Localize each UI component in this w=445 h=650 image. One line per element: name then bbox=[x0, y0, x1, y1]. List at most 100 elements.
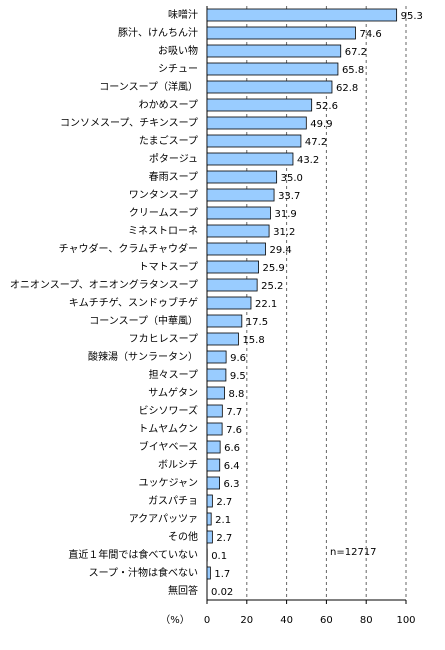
bar bbox=[207, 135, 301, 147]
x-tick-label: 60 bbox=[320, 615, 333, 626]
value-label: 1.7 bbox=[214, 569, 230, 580]
bar bbox=[207, 153, 293, 165]
y-tick-label: ミネストローネ bbox=[128, 225, 198, 237]
y-tick-label: アクアパッツァ bbox=[129, 513, 198, 525]
y-tick-label: その他 bbox=[168, 530, 198, 543]
bar bbox=[207, 567, 210, 579]
bar bbox=[207, 243, 266, 255]
x-tick-label: 80 bbox=[360, 615, 373, 626]
value-label: 95.3 bbox=[401, 11, 423, 22]
value-label: 7.7 bbox=[226, 407, 242, 418]
bar bbox=[207, 459, 220, 471]
value-label: 2.1 bbox=[215, 515, 231, 526]
y-tick-label: ワンタンスープ bbox=[129, 189, 198, 201]
value-label: 31.2 bbox=[273, 227, 295, 238]
bar bbox=[207, 315, 242, 327]
y-tick-label: ユッケジャン bbox=[139, 477, 199, 489]
value-label: 65.8 bbox=[342, 65, 364, 76]
y-tick-label: ブイヤベース bbox=[139, 440, 198, 453]
bar bbox=[207, 225, 269, 237]
value-label: 9.6 bbox=[230, 353, 246, 364]
y-tick-label: 担々スープ bbox=[149, 369, 198, 381]
value-label: 52.6 bbox=[316, 101, 338, 112]
y-tick-label: ガスパチョ bbox=[148, 495, 198, 507]
bar bbox=[207, 405, 222, 417]
value-label: 6.3 bbox=[224, 479, 240, 490]
y-tick-label: 味噌汁 bbox=[168, 8, 198, 21]
y-tick-label: 無回答 bbox=[168, 584, 198, 597]
value-label: 47.2 bbox=[305, 137, 327, 148]
y-tick-label: クリームスープ bbox=[129, 207, 198, 219]
bar bbox=[207, 171, 277, 183]
value-label: 0.02 bbox=[211, 587, 233, 598]
bar bbox=[207, 369, 226, 381]
bar bbox=[207, 297, 251, 309]
value-label: 25.2 bbox=[261, 281, 283, 292]
bar bbox=[207, 27, 355, 39]
y-tick-label: シチュー bbox=[158, 63, 198, 75]
y-tick-label: コンソメスープ、チキンスープ bbox=[60, 117, 198, 129]
y-tick-label: フカヒレスープ bbox=[129, 333, 198, 345]
y-tick-label: たまごスープ bbox=[139, 134, 198, 147]
value-label: 17.5 bbox=[246, 317, 268, 328]
y-tick-label: スープ・汁物は食べない bbox=[89, 566, 198, 579]
y-tick-label: 直近１年間では食べていない bbox=[68, 548, 198, 561]
y-tick-label: 春雨スープ bbox=[149, 171, 198, 183]
value-label: 35.0 bbox=[281, 173, 303, 184]
bar bbox=[207, 531, 212, 543]
bar bbox=[207, 387, 225, 399]
value-label: 2.7 bbox=[216, 497, 232, 508]
value-label: 33.7 bbox=[278, 191, 300, 202]
y-tick-label: コーンスープ（中華風） bbox=[89, 314, 198, 327]
value-label: 0.1 bbox=[211, 551, 227, 562]
value-label: 43.2 bbox=[297, 155, 319, 166]
value-label: 62.8 bbox=[336, 83, 358, 94]
bar bbox=[207, 279, 257, 291]
value-label: 6.6 bbox=[224, 443, 240, 454]
annotation: n=12717 bbox=[330, 547, 377, 558]
y-tick-label: ビシソワーズ bbox=[139, 404, 199, 417]
y-tick-label: わかめスープ bbox=[139, 99, 198, 111]
value-label: 49.9 bbox=[310, 119, 332, 130]
x-tick-label: 40 bbox=[280, 615, 293, 626]
bar bbox=[207, 441, 220, 453]
bar bbox=[207, 207, 270, 219]
bar bbox=[207, 261, 259, 273]
bar bbox=[207, 189, 274, 201]
y-tick-label: コーンスープ（洋風） bbox=[99, 80, 198, 93]
value-label: 7.6 bbox=[226, 425, 242, 436]
bar bbox=[207, 333, 238, 345]
y-tick-label: ポタージュ bbox=[149, 153, 198, 165]
value-label: 67.2 bbox=[345, 47, 367, 58]
y-tick-label: 酸辣湯（サンラータン） bbox=[88, 350, 198, 363]
y-tick-label: オニオンスープ、オニオングラタンスープ bbox=[10, 278, 198, 291]
y-tick-label: 豚汁、けんちん汁 bbox=[118, 26, 198, 39]
value-label: 22.1 bbox=[255, 299, 277, 310]
bar bbox=[207, 117, 306, 129]
value-label: 2.7 bbox=[216, 533, 232, 544]
value-label: 29.4 bbox=[270, 245, 292, 256]
value-label: 15.8 bbox=[242, 335, 264, 346]
value-label: 74.6 bbox=[359, 29, 381, 40]
bar bbox=[207, 9, 397, 21]
bar bbox=[207, 45, 341, 57]
value-label: 6.4 bbox=[224, 461, 240, 472]
y-tick-label: トマトスープ bbox=[139, 261, 198, 273]
bar bbox=[207, 81, 332, 93]
bar bbox=[207, 495, 212, 507]
bar bbox=[207, 351, 226, 363]
value-label: 25.9 bbox=[263, 263, 285, 274]
bar bbox=[207, 513, 211, 525]
value-label: 9.5 bbox=[230, 371, 246, 382]
y-tick-label: キムチチゲ、スンドゥブチゲ bbox=[69, 296, 198, 309]
x-axis-label: （%） bbox=[160, 614, 190, 626]
bar bbox=[207, 477, 220, 489]
bar bbox=[207, 99, 312, 111]
x-tick-label: 100 bbox=[396, 615, 415, 626]
value-label: 8.8 bbox=[229, 389, 245, 400]
x-tick-label: 0 bbox=[204, 615, 210, 626]
y-tick-label: サムゲタン bbox=[148, 387, 198, 399]
y-tick-label: チャウダー、クラムチャウダー bbox=[59, 242, 198, 255]
value-label: 31.9 bbox=[274, 209, 296, 220]
